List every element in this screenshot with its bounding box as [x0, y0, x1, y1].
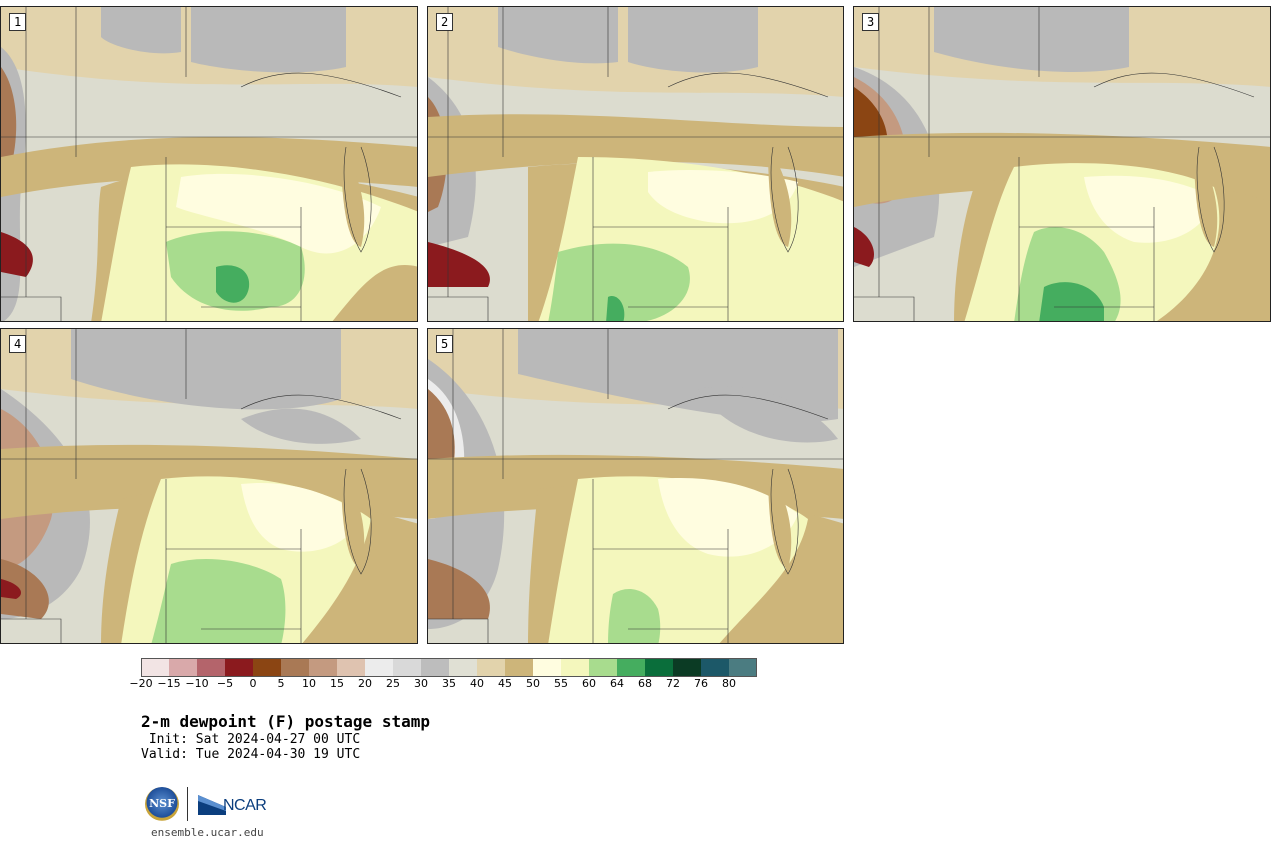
logo-divider — [187, 787, 188, 821]
colorbar-swatch — [449, 658, 477, 677]
colorbar-tick-label: 40 — [470, 677, 484, 690]
colorbar-swatch — [645, 658, 673, 677]
colorbar-tick-label: 0 — [249, 677, 257, 690]
map-panel-1: 1 — [0, 6, 418, 322]
ncar-logo-icon — [198, 795, 226, 815]
colorbar-swatch — [197, 658, 225, 677]
panel-number: 1 — [9, 13, 27, 31]
dewpoint-map-2 — [428, 7, 843, 321]
colorbar-tick-label: −10 — [185, 677, 209, 690]
title-block: 2-m dewpoint (F) postage stamp Init: Sat… — [141, 712, 430, 762]
panel-number: 3 — [862, 13, 880, 31]
colorbar-tick-label: 15 — [330, 677, 344, 690]
colorbar-tick-labels: −20 −15 −10 −5 0 5 10 15 20 25 30 35 40 45 50 55 60 64 68 7… — [129, 677, 761, 697]
panel-number: 2 — [436, 13, 454, 31]
colorbar-tick-label: −15 — [157, 677, 181, 690]
colorbar-tick-label: 76 — [694, 677, 708, 690]
colorbar-swatch — [141, 658, 169, 677]
colorbar-swatch — [701, 658, 729, 677]
colorbar-tick-label: 80 — [722, 677, 736, 690]
panel-number: 4 — [9, 335, 27, 353]
colorbar-tick-label: 25 — [386, 677, 400, 690]
colorbar-tick-label: 64 — [610, 677, 624, 690]
colorbar-tick-label: 60 — [582, 677, 596, 690]
colorbar-swatch — [505, 658, 533, 677]
colorbar-swatch — [477, 658, 505, 677]
colorbar-swatch — [393, 658, 421, 677]
colorbar-swatch — [421, 658, 449, 677]
site-url: ensemble.ucar.edu — [151, 826, 264, 839]
dewpoint-map-1 — [1, 7, 417, 321]
dewpoint-map-3 — [854, 7, 1270, 321]
colorbar-tick-label: 30 — [414, 677, 428, 690]
colorbar-swatch — [589, 658, 617, 677]
colorbar — [141, 658, 757, 677]
colorbar-border — [141, 658, 757, 677]
colorbar-tick-label: 35 — [442, 677, 456, 690]
colorbar-tick-label: 5 — [277, 677, 285, 690]
map-panel-3: 3 — [853, 6, 1271, 322]
map-panel-5: 5 — [427, 328, 844, 644]
colorbar-tick-label: 45 — [498, 677, 512, 690]
colorbar-swatch — [561, 658, 589, 677]
dewpoint-map-5 — [428, 329, 843, 643]
colorbar-tick-label: 10 — [302, 677, 316, 690]
colorbar-tick-label: 50 — [526, 677, 540, 690]
colorbar-swatch — [365, 658, 393, 677]
colorbar-swatch — [169, 658, 197, 677]
colorbar-tick-label: 55 — [554, 677, 568, 690]
colorbar-tick-label: −5 — [216, 677, 234, 690]
colorbar-tick-label: −20 — [129, 677, 153, 690]
colorbar-tick-label: 72 — [666, 677, 680, 690]
colorbar-swatch — [309, 658, 337, 677]
chart-title: 2-m dewpoint (F) postage stamp — [141, 712, 430, 731]
valid-time: Valid: Tue 2024-04-30 19 UTC — [141, 747, 361, 762]
init-time: Init: Sat 2024-04-27 00 UTC — [141, 732, 361, 747]
nsf-logo: NSF — [145, 787, 179, 821]
colorbar-swatch — [281, 658, 309, 677]
colorbar-tick-label: 68 — [638, 677, 652, 690]
colorbar-swatch — [225, 658, 253, 677]
ncar-logo-text: NCAR — [223, 797, 267, 814]
logos: NSF NCAR — [145, 785, 275, 825]
panel-number: 5 — [436, 335, 454, 353]
dewpoint-map-4 — [1, 329, 417, 643]
map-panel-4: 4 — [0, 328, 418, 644]
colorbar-swatch — [533, 658, 561, 677]
map-panel-2: 2 — [427, 6, 844, 322]
colorbar-swatch — [673, 658, 701, 677]
colorbar-swatch — [617, 658, 645, 677]
colorbar-swatch — [729, 658, 757, 677]
colorbar-swatch — [337, 658, 365, 677]
colorbar-swatch — [253, 658, 281, 677]
colorbar-tick-label: 20 — [358, 677, 372, 690]
